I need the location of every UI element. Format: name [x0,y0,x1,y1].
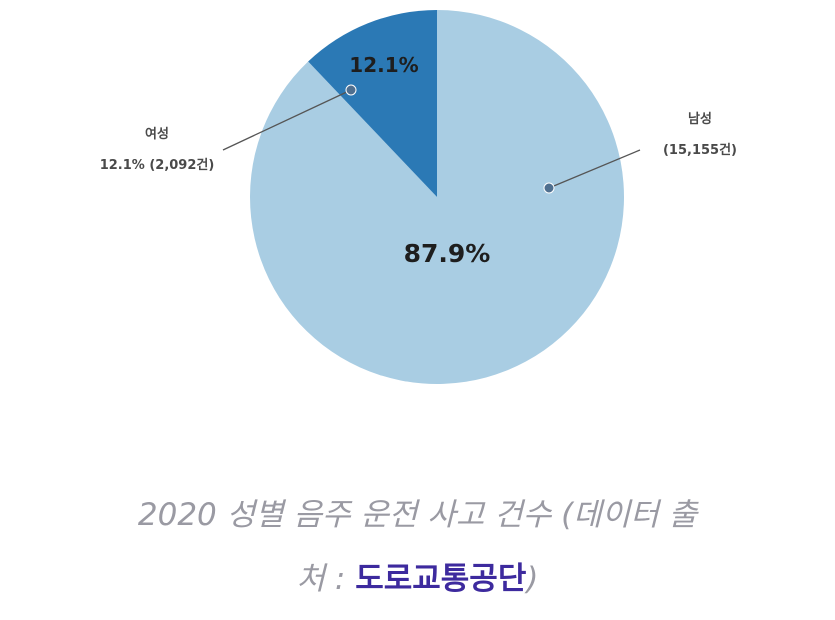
caption-prefix: 처 : [296,561,356,597]
leader-line-male [548,149,641,189]
pie-chart: 87.9% 12.1% 남성 (15,155건) 여성 12.1% (2,092건) [100,10,737,384]
caption-source: 도로교통공단 [355,561,527,597]
chart-caption-line2: 처 : 도로교통공단) [0,564,835,595]
caption-suffix: ) [526,561,539,597]
pie-slice-male [250,10,625,384]
leader-line-female [222,89,352,151]
callout-male-line1: 남성 [688,111,712,127]
slice-percent-label-female: 12.1% [349,53,418,77]
callout-female-line1: 여성 [145,126,169,142]
chart-caption-line1: 2020 성별 음주 운전 사고 건수 (데이터 출 [137,497,698,533]
pie-slice-female [308,10,437,197]
callout-female-line2: 12.1% (2,092건) [100,157,215,173]
leader-dot-male [543,182,555,194]
leader-dot-female [345,84,357,96]
slice-percent-label-male: 87.9% [404,239,491,268]
callout-male-line2: (15,155건) [663,142,737,158]
